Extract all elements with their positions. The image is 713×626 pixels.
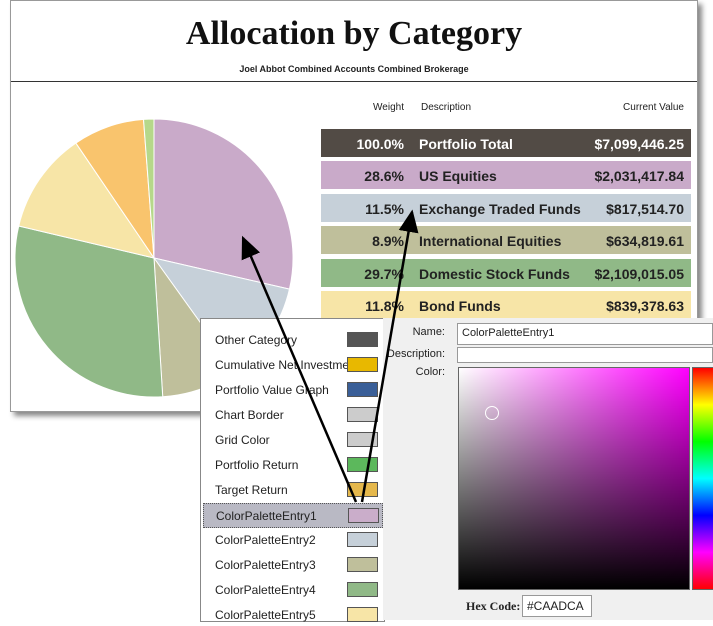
current-value: $839,378.63 (606, 298, 684, 314)
hue-slider[interactable] (692, 367, 713, 590)
weight: 29.7% (364, 265, 404, 282)
list-item[interactable]: ColorPaletteEntry2 (203, 528, 381, 551)
item-label: ColorPaletteEntry3 (215, 558, 316, 572)
list-item[interactable]: Cumulative Net Investment (203, 353, 381, 376)
description: International Equities (419, 233, 562, 250)
list-item[interactable]: ColorPaletteEntry3 (203, 553, 381, 576)
item-label: ColorPaletteEntry2 (215, 533, 316, 547)
current-value: $2,031,417.84 (594, 168, 684, 185)
hex-input[interactable]: #CAADCA (522, 595, 592, 617)
divider (11, 81, 697, 82)
color-cursor (485, 406, 499, 420)
label: Hex Code: (466, 599, 521, 613)
description: Portfolio Total (419, 136, 513, 152)
report-subtitle: Joel Abbot Combined Accounts Combined Br… (239, 64, 469, 74)
label: Color: (415, 366, 445, 378)
pie-slice (14, 225, 164, 398)
list-item[interactable]: ColorPaletteEntry1 (203, 503, 383, 528)
weight: 8.9% (372, 233, 404, 250)
column-header: Current Value (623, 102, 684, 113)
color-swatch (347, 532, 378, 547)
list-item[interactable]: ColorPaletteEntry5 (203, 603, 381, 626)
name-input[interactable]: ColorPaletteEntry1 (457, 323, 713, 345)
item-label: Target Return (215, 483, 288, 497)
current-value: $7,099,446.25 (594, 136, 684, 152)
item-label: Portfolio Value Graph (215, 383, 329, 397)
label: Description: (386, 348, 445, 360)
color-swatch (347, 457, 378, 472)
weight: 28.6% (364, 168, 404, 185)
description-input[interactable] (457, 347, 713, 363)
color-field[interactable] (458, 367, 690, 590)
list-item[interactable]: Target Return (203, 478, 381, 501)
description: Domestic Stock Funds (419, 265, 570, 282)
weight: 11.8% (365, 298, 404, 314)
list-item[interactable]: Portfolio Return (203, 453, 381, 476)
description: US Equities (419, 168, 497, 185)
table-row: 29.7% Domestic Stock Funds $2,109,015.05 (321, 258, 691, 287)
item-label: ColorPaletteEntry5 (215, 608, 316, 622)
color-swatch (347, 582, 378, 597)
color-swatch (347, 332, 378, 347)
color-swatch (347, 357, 378, 372)
report-title: Allocation by Category (185, 15, 523, 52)
table-row: 11.5% Exchange Traded Funds $817,514.70 (321, 193, 691, 222)
table-row: 8.9% International Equities $634,819.61 (321, 226, 691, 255)
current-value: $634,819.61 (606, 233, 684, 250)
color-list: Other Category Cumulative Net Investment P… (200, 318, 385, 622)
color-swatch (348, 508, 379, 523)
table-row: 28.6% US Equities $2,031,417.84 (321, 161, 691, 190)
table-row: 100.0% Portfolio Total $7,099,446.25 (321, 129, 691, 157)
color-swatch (347, 382, 378, 397)
color-swatch (347, 407, 378, 422)
list-item[interactable]: Grid Color (203, 428, 381, 451)
current-value: $817,514.70 (606, 200, 684, 217)
color-editor: Name: ColorPaletteEntry1 Description: Co… (383, 318, 713, 620)
label: Name: (412, 326, 445, 338)
item-label: Cumulative Net Investment (215, 358, 360, 372)
list-item[interactable]: ColorPaletteEntry4 (203, 578, 381, 601)
pie-slice (18, 142, 156, 259)
item-label: ColorPaletteEntry1 (216, 509, 317, 523)
item-label: Other Category (215, 333, 298, 347)
color-swatch (347, 557, 378, 572)
pie-slice (142, 118, 155, 259)
weight: 100.0% (356, 136, 404, 152)
item-label: Chart Border (215, 408, 284, 422)
list-item[interactable]: Portfolio Value Graph (203, 378, 381, 401)
list-item[interactable]: Chart Border (203, 403, 381, 426)
item-label: Grid Color (215, 433, 270, 447)
list-item[interactable]: Other Category (203, 328, 381, 351)
description: Exchange Traded Funds (419, 200, 581, 217)
item-label: Portfolio Return (215, 458, 299, 472)
column-header: Weight (373, 102, 404, 113)
column-header: Description (421, 102, 472, 113)
weight: 11.5% (365, 200, 404, 217)
item-label: ColorPaletteEntry4 (215, 583, 316, 597)
color-swatch (347, 482, 378, 497)
table-row: 11.8% Bond Funds $839,378.63 (321, 291, 691, 319)
color-swatch (347, 432, 378, 447)
description: Bond Funds (419, 298, 501, 314)
current-value: $2,109,015.05 (594, 265, 684, 282)
